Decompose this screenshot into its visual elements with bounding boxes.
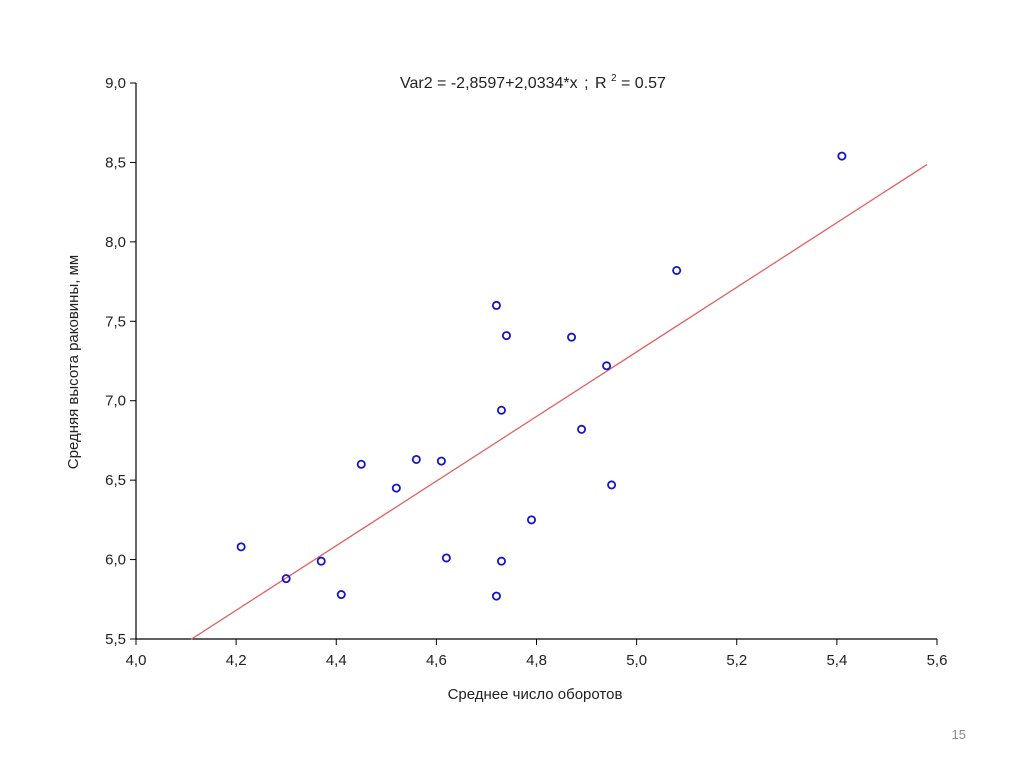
x-axis-label: Среднее число оборотов [448,686,623,703]
data-point [672,265,682,275]
regression-equation: Var2 = -2,8597+2,0334*x [400,75,578,92]
data-point [281,574,291,584]
x-tick-label: 5,0 [626,652,647,669]
data-point [236,542,246,552]
regression-line [190,163,928,640]
x-tick-label: 5,2 [726,652,747,669]
data-point [411,454,421,464]
data-point [496,405,506,415]
r-squared-label: R [595,75,607,92]
chart-title: Var2 = -2,8597+2,0334*x ; R 2 = 0.57 [400,68,666,92]
data-point [336,590,346,600]
data-point [607,480,617,490]
data-point [526,515,536,525]
x-axis-ticks: 4,0 4,2 4,4 4,6 4,8 5,0 5,2 5,4 5,6 [126,639,948,669]
y-tick-label: 9,0 [105,75,126,92]
data-point [391,483,401,493]
x-tick-label: 4,8 [526,652,547,669]
r-squared-value: = 0.57 [621,75,666,92]
y-axis-ticks: 5,5 6,0 6,5 7,0 7,5 8,0 8,5 9,0 [105,75,136,648]
data-point [837,151,847,161]
y-tick-label: 7,0 [105,393,126,410]
data-point [496,556,506,566]
y-tick-label: 6,0 [105,552,126,569]
data-point [356,459,366,469]
data-point [316,556,326,566]
x-tick-label: 5,6 [927,652,948,669]
r-squared-exponent: 2 [611,73,617,84]
x-tick-label: 4,6 [426,652,447,669]
title-separator: ; [584,75,588,92]
y-tick-label: 8,5 [105,154,126,171]
chart-axes [135,83,937,640]
y-tick-label: 5,5 [105,631,126,648]
data-point [491,300,501,310]
regression-line-group [190,163,928,640]
y-axis-label: Средняя высота раковины, мм [65,255,82,469]
data-point [441,553,451,563]
x-tick-label: 4,2 [226,652,247,669]
y-tick-label: 7,5 [105,313,126,330]
x-tick-label: 4,0 [126,652,147,669]
data-points [236,151,847,601]
data-point [567,332,577,342]
data-point [491,591,501,601]
y-tick-label: 6,5 [105,472,126,489]
x-tick-label: 5,4 [826,652,847,669]
x-tick-label: 4,4 [326,652,347,669]
data-point [602,361,612,371]
data-point [577,424,587,434]
data-point [436,456,446,466]
y-tick-label: 8,0 [105,234,126,251]
page-number: 15 [951,727,966,742]
data-point [501,331,511,341]
